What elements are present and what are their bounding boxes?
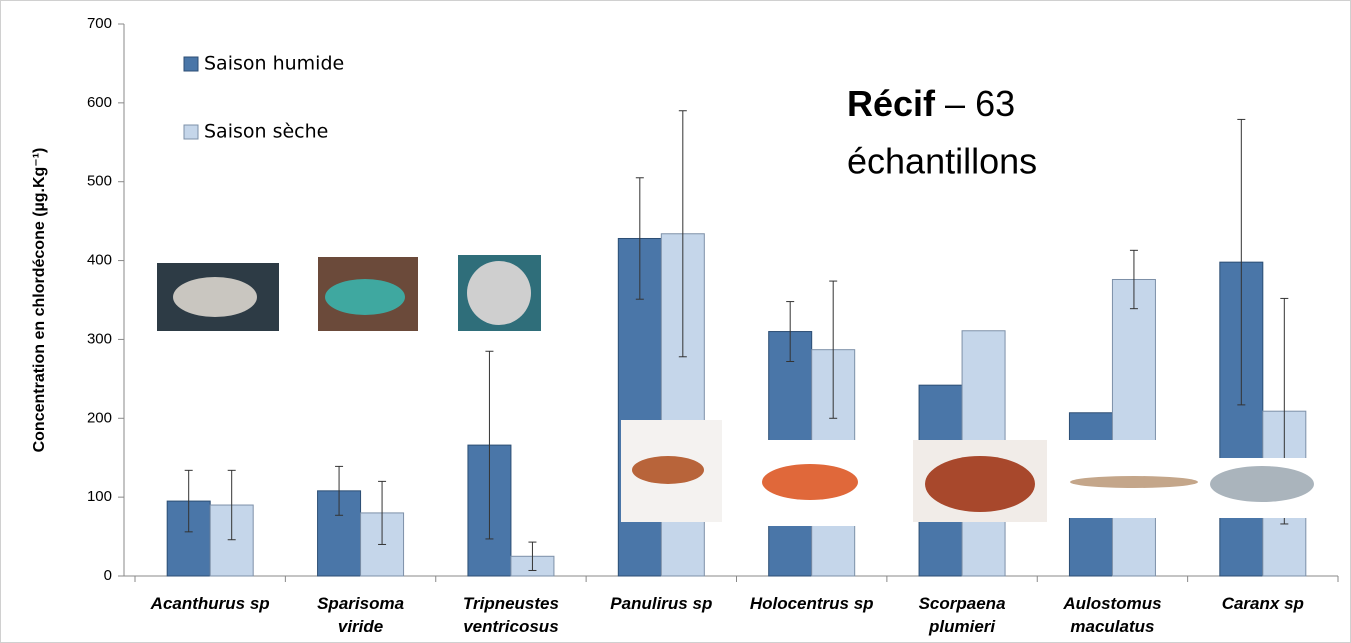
bar	[1111, 278, 1156, 577]
y-tick-label: 500	[87, 173, 112, 190]
x-tick-label: Acanthurus sp	[150, 594, 270, 613]
error-bar	[378, 480, 387, 545]
error-bar	[485, 350, 494, 540]
y-tick-label: 300	[87, 330, 112, 347]
x-tick-label: Sparisoma viride	[317, 594, 404, 636]
legend-label: Saison humide	[204, 53, 344, 75]
photo	[925, 456, 1035, 512]
y-tick-label: 600	[87, 94, 112, 111]
error-bar	[829, 280, 838, 419]
photo	[173, 277, 257, 317]
x-tick-label: Holocentrus sp	[750, 594, 874, 613]
photo	[1070, 476, 1198, 488]
annotation: échantillons	[847, 141, 1037, 182]
error-bar	[184, 469, 193, 533]
photo	[632, 456, 704, 484]
y-tick-label: 400	[87, 252, 112, 269]
annotation: Récif – 63	[847, 83, 1015, 124]
photo	[325, 279, 405, 315]
error-bar	[1237, 118, 1246, 406]
legend-swatch	[183, 124, 199, 140]
y-tick-label: 200	[87, 409, 112, 426]
photos	[157, 255, 1336, 526]
photo	[467, 261, 531, 325]
error-bar	[528, 541, 537, 571]
x-tick-label: Tripneustes ventricosus	[463, 594, 559, 636]
legend-swatch	[183, 56, 199, 72]
x-tick-label: Panulirus sp	[610, 594, 712, 613]
error-bar	[1129, 249, 1138, 310]
annotation-bold: Récif	[847, 83, 936, 124]
error-bar	[635, 177, 644, 300]
error-bar	[227, 469, 236, 541]
x-tick-label: Scorpaena plumieri	[919, 594, 1006, 636]
y-tick-label: 0	[104, 567, 112, 584]
y-axis-label: Concentration en chlordécone (µg.Kg⁻¹)	[31, 148, 48, 453]
photo	[762, 464, 858, 500]
photo	[1210, 466, 1314, 502]
x-tick-label: Caranx sp	[1222, 594, 1304, 613]
error-bar	[335, 465, 344, 516]
error-bar	[786, 301, 795, 363]
y-tick-label: 700	[87, 15, 112, 32]
legend-label: Saison sèche	[204, 121, 328, 143]
x-tick-label: Aulostomus maculatus	[1062, 594, 1161, 636]
error-bar	[678, 110, 687, 358]
y-tick-label: 100	[87, 488, 112, 505]
annotation-text: – 63	[945, 83, 1015, 124]
